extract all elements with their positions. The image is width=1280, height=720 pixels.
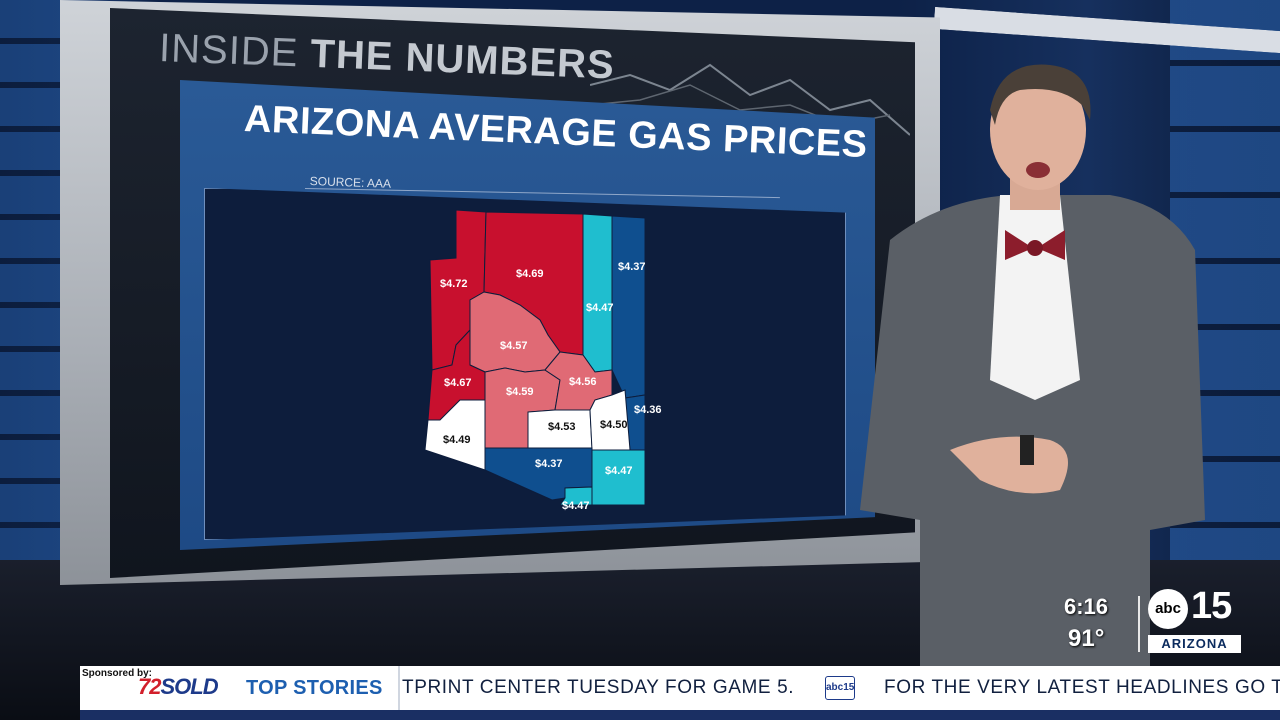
ticker-headline-2: FOR THE VERY LATEST HEADLINES GO T xyxy=(884,677,1280,698)
clock-time: 6:16 xyxy=(1064,594,1109,619)
ticker-section-label: TOP STORIES xyxy=(246,677,383,699)
sponsor-logo-number: 72 xyxy=(138,674,162,699)
segment-title-light: INSIDE xyxy=(158,26,300,76)
sponsor-logo-word: SOLD xyxy=(160,674,218,699)
bug-divider xyxy=(1138,596,1140,652)
abc-logo-circle: abc xyxy=(1148,589,1188,629)
station-logo: abc 15 ARIZONA xyxy=(1148,585,1241,655)
temperature: 91° xyxy=(1068,625,1105,652)
ticker-station-icon: abc15 xyxy=(825,676,855,700)
news-anchor xyxy=(860,64,1205,720)
station-number: 15 xyxy=(1191,585,1232,627)
ticker-headline-1: TPRINT CENTER TUESDAY FOR GAME 5. xyxy=(402,677,795,698)
ticker-bottom-bar xyxy=(80,710,1280,720)
studio-left-panels xyxy=(0,0,60,600)
ticker-separator xyxy=(398,666,400,710)
station-region: ARIZONA xyxy=(1148,635,1241,653)
map-panel xyxy=(204,188,846,540)
sponsor-label-text: Sponsored by: xyxy=(82,668,153,679)
sponsor-logo: 72SOLD xyxy=(138,674,219,700)
sponsor-label: Sponsored by: xyxy=(82,668,152,679)
news-ticker: Sponsored by: 72SOLD TOP STORIES TPRINT … xyxy=(80,666,1280,710)
